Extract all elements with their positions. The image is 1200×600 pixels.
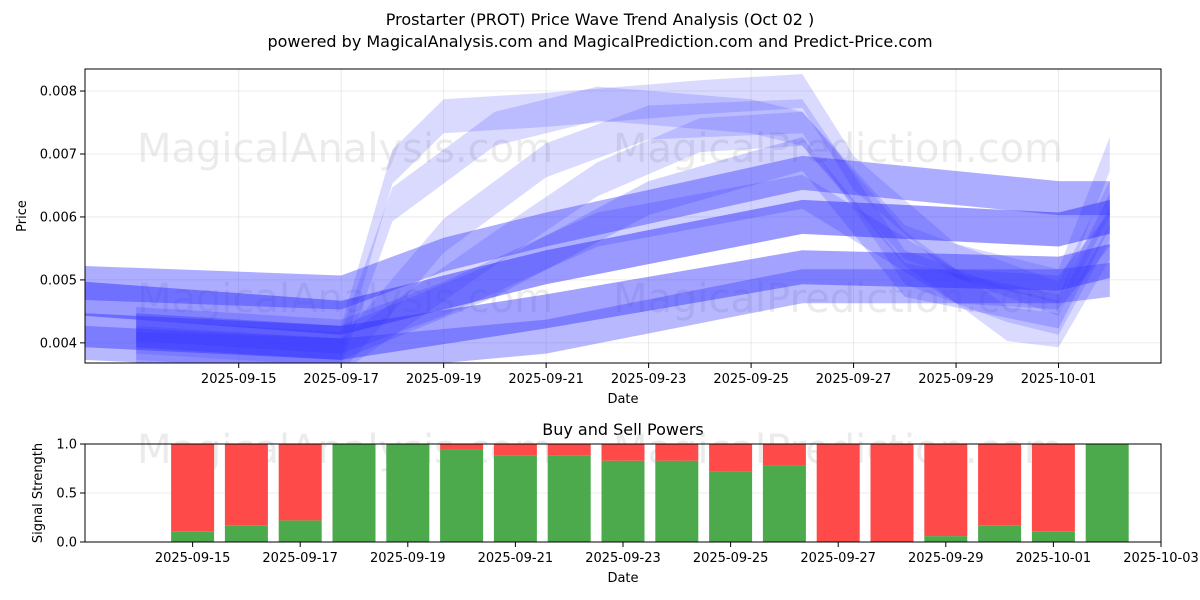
price-x-tick-label: 2025-09-17 <box>303 372 379 387</box>
price-wave-band-5 <box>136 74 1110 360</box>
price-x-tick-label: 2025-09-15 <box>201 372 277 387</box>
power-x-tick-label: 2025-09-17 <box>262 551 338 566</box>
sell-power-bar <box>924 444 968 537</box>
price-wave-band-2 <box>85 199 1110 335</box>
buy-power-bar <box>655 460 699 542</box>
price-wave-band-4 <box>85 262 1110 363</box>
power-x-tick-label: 2025-10-01 <box>1016 551 1092 566</box>
sell-power-bar <box>493 444 537 456</box>
buy-power-bar <box>762 465 806 542</box>
price-plot-panel: MagicalAnalysis.com MagicalPrediction.co… <box>15 68 1162 407</box>
buy-power-bar <box>924 536 968 542</box>
buy-power-bar <box>332 444 376 542</box>
price-y-tick-label: 0.006 <box>40 210 77 225</box>
price-x-tick-label: 2025-09-25 <box>713 372 789 387</box>
price-wave-band-3 <box>85 244 1110 360</box>
power-x-tick-label: 2025-09-27 <box>800 551 876 566</box>
price-y-axis-label: Price <box>15 200 30 232</box>
sell-power-bar <box>278 444 322 521</box>
price-wave-band-8 <box>136 111 1110 363</box>
price-x-axis: 2025-09-15 2025-09-17 2025-09-19 2025-09-21… <box>201 363 1096 387</box>
power-x-tick-label: 2025-09-23 <box>585 551 661 566</box>
sell-power-bar <box>978 444 1022 526</box>
power-plot-panel: MagicalAnalysis.com MagicalPrediction.co… <box>31 427 1199 586</box>
watermark-prediction-bottom: MagicalPrediction.com <box>613 276 1063 322</box>
buy-power-bar <box>278 520 322 542</box>
buy-power-bar <box>493 455 537 542</box>
buy-power-bar <box>601 460 645 542</box>
power-x-axis-label: Date <box>607 571 638 586</box>
price-x-axis-label: Date <box>607 392 638 407</box>
power-chart-title: Buy and Sell Powers <box>542 420 704 439</box>
power-x-tick-label: 2025-10-03 <box>1123 551 1199 566</box>
price-x-tick-label: 2025-09-21 <box>508 372 584 387</box>
chart-title: Prostarter (PROT) Price Wave Trend Analy… <box>386 10 815 29</box>
price-y-axis: 0.004 0.005 0.006 0.007 0.008 <box>40 85 85 351</box>
power-x-tick-label: 2025-09-29 <box>908 551 984 566</box>
price-grid <box>85 69 1161 363</box>
price-wave-bands <box>85 74 1110 363</box>
buy-power-bar <box>386 444 430 542</box>
watermark-analysis-top: MagicalAnalysis.com <box>137 126 553 172</box>
sell-power-bar <box>224 444 268 526</box>
price-y-tick-label: 0.008 <box>40 85 77 100</box>
buy-power-bar <box>1031 531 1075 542</box>
price-y-tick-label: 0.004 <box>40 336 77 351</box>
price-plot-frame <box>84 68 1162 364</box>
buy-power-bar <box>224 525 268 542</box>
price-y-tick-label: 0.007 <box>40 147 77 162</box>
power-y-axis: 0.0 0.5 1.0 <box>56 438 85 551</box>
power-x-tick-label: 2025-09-25 <box>693 551 769 566</box>
price-wave-band-9 <box>136 137 1110 360</box>
buy-power-bar <box>547 455 591 542</box>
buy-power-bar <box>1085 444 1129 542</box>
sell-power-bar <box>171 444 215 532</box>
sell-power-bar <box>601 444 645 461</box>
sell-power-bar <box>762 444 806 466</box>
price-x-tick-label: 2025-10-01 <box>1021 372 1097 387</box>
sell-power-bar <box>709 444 753 472</box>
sell-power-bar <box>547 444 591 456</box>
price-x-tick-label: 2025-09-29 <box>918 372 994 387</box>
price-y-tick-label: 0.005 <box>40 273 77 288</box>
buy-power-bar <box>171 531 215 542</box>
buy-power-bar <box>978 525 1022 542</box>
price-wave-band-7 <box>136 99 1110 363</box>
price-x-tick-label: 2025-09-23 <box>611 372 687 387</box>
price-x-tick-label: 2025-09-27 <box>816 372 892 387</box>
chart-subtitle: powered by MagicalAnalysis.com and Magic… <box>267 32 932 51</box>
power-y-tick-label: 1.0 <box>56 438 77 453</box>
sell-power-bar <box>816 444 860 542</box>
watermark-prediction-top: MagicalPrediction.com <box>613 126 1063 172</box>
price-x-tick-label: 2025-09-19 <box>406 372 482 387</box>
power-y-axis-label: Signal Strength <box>31 443 46 543</box>
sell-power-bar <box>440 444 484 450</box>
power-x-tick-label: 2025-09-15 <box>155 551 231 566</box>
price-wave-band-10 <box>136 174 1110 354</box>
buy-power-bar <box>440 449 484 542</box>
power-bars <box>171 444 1129 542</box>
price-wave-band-6 <box>136 86 1110 363</box>
power-y-tick-label: 0.5 <box>56 487 77 502</box>
power-x-tick-label: 2025-09-19 <box>370 551 446 566</box>
buy-power-bar <box>709 471 753 542</box>
power-x-axis: 2025-09-15 2025-09-17 2025-09-19 2025-09-21… <box>155 542 1199 566</box>
sell-power-bar <box>655 444 699 461</box>
sell-power-bar <box>1031 444 1075 532</box>
sell-power-bar <box>870 444 914 542</box>
power-x-tick-label: 2025-09-21 <box>478 551 554 566</box>
price-wave-band-1 <box>85 155 1110 310</box>
power-y-tick-label: 0.0 <box>56 536 77 551</box>
